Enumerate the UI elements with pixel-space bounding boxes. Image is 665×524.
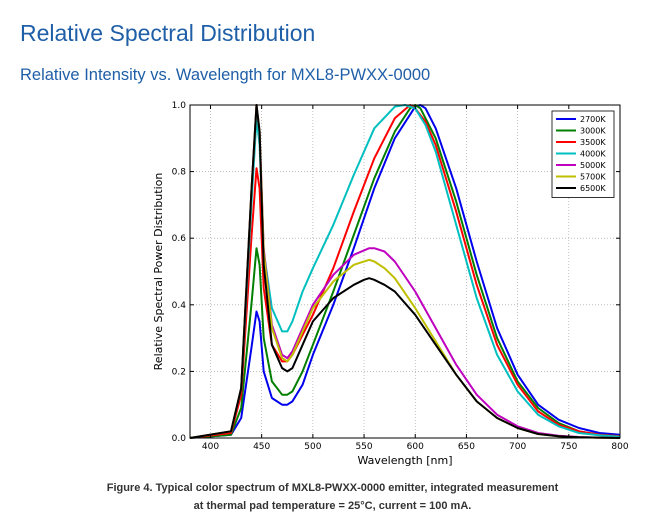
- page-title: Relative Spectral Distribution: [20, 20, 316, 46]
- chart-subtitle: Relative Intensity vs. Wavelength for MX…: [20, 66, 431, 84]
- plot-frame: [189, 104, 621, 439]
- legend-label-5700K: 5700K: [580, 173, 606, 182]
- y-tick-label: 1.0: [172, 101, 187, 111]
- x-tick-label: 600: [407, 442, 424, 452]
- y-tick-label: 0.0: [172, 434, 187, 444]
- legend-label-5000K: 5000K: [580, 161, 606, 170]
- legend-label-6500K: 6500K: [580, 184, 606, 193]
- y-tick-label: 0.4: [172, 301, 187, 311]
- x-axis-label: Wavelength [nm]: [357, 454, 452, 467]
- series-line-6500K: [189, 104, 621, 439]
- plot-area: [190, 105, 620, 438]
- x-tick-label: 500: [304, 442, 321, 452]
- x-tick-label: 650: [458, 442, 475, 452]
- y-tick-label: 0.6: [172, 234, 187, 244]
- series-line-3500K: [189, 104, 621, 439]
- legend-label-2700K: 2700K: [580, 115, 606, 124]
- series-line-2700K: [189, 104, 621, 439]
- legend-label-3500K: 3500K: [580, 138, 606, 147]
- y-tick-label: 0.8: [172, 168, 187, 178]
- y-tick-label: 0.2: [172, 367, 186, 377]
- x-tick-label: 700: [509, 442, 526, 452]
- x-tick-label: 750: [560, 442, 577, 452]
- y-axis-label: Relative Spectral Power Distribution: [152, 173, 165, 371]
- legend-label-3000K: 3000K: [580, 127, 606, 136]
- figure-caption-line2: at thermal pad temperature = 25°C, curre…: [193, 500, 472, 512]
- x-tick-label: 550: [355, 442, 372, 452]
- legend-label-4000K: 4000K: [580, 150, 606, 159]
- x-tick-label: 400: [202, 442, 219, 452]
- series-line-3000K: [189, 104, 621, 439]
- x-tick-label: 800: [611, 442, 628, 452]
- x-tick-label: 450: [253, 442, 270, 452]
- spectral-chart: 400 450 500 550 600 650 700 750 800 0.0 0.2 0.4 0.6 0…: [152, 101, 629, 467]
- figure-caption-line1: Figure 4. Typical color spectrum of MXL8…: [106, 482, 559, 494]
